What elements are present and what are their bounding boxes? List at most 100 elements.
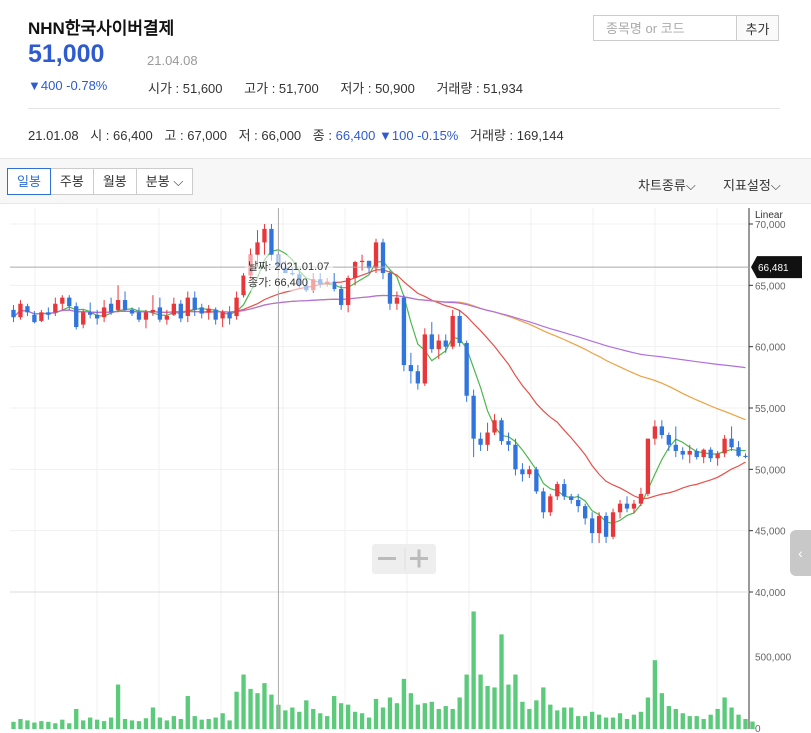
candle-body: [143, 312, 149, 320]
chart-type-menu[interactable]: 차트종류⌵: [638, 175, 696, 194]
candle-body: [583, 506, 588, 519]
volume-bar: [46, 721, 51, 729]
candle-body: [136, 312, 142, 320]
candle-body: [67, 297, 72, 307]
volume-bar: [290, 707, 295, 729]
volume-bar: [555, 710, 560, 729]
candle-body: [520, 469, 525, 475]
volume-bar: [213, 717, 218, 729]
volume-bar: [485, 686, 490, 729]
candle-body: [541, 491, 546, 513]
candle-body: [687, 450, 692, 455]
volume-bar: [436, 708, 441, 729]
current-price: 51,000: [28, 40, 105, 68]
candle-body: [25, 306, 30, 313]
price-chart[interactable]: Linear 40,000 45,000 50,000 55,000 60,000 65,0…: [0, 204, 811, 733]
candle-body: [164, 316, 170, 320]
tooltip-close: 종가: 66,400: [248, 276, 308, 289]
volume-bar: [736, 714, 741, 729]
candle-body: [241, 275, 246, 296]
candle-body: [88, 312, 93, 315]
volume-bar: [401, 678, 407, 729]
volume-bar: [408, 693, 414, 729]
volume-bar: [750, 721, 755, 729]
tab-monthly[interactable]: 월봉: [92, 168, 137, 195]
volume-bar: [380, 707, 386, 729]
chevron-down-icon: ⌵: [685, 178, 696, 193]
volume-bar: [603, 717, 609, 729]
candle-body: [680, 450, 685, 455]
price-axis: Linear 40,000 45,000 50,000 55,000 60,000 65,0…: [10, 208, 792, 733]
chevron-left-icon[interactable]: ‹: [790, 530, 811, 576]
volume-bar: [345, 704, 351, 729]
stock-search: 추가: [593, 15, 779, 41]
tab-daily[interactable]: 일봉: [7, 168, 51, 195]
candle-body: [332, 281, 337, 290]
high-price: 고가 : 51,700: [244, 81, 319, 96]
candle-body: [394, 297, 400, 304]
candle-body: [603, 515, 609, 537]
volume-bar: [94, 719, 100, 729]
add-button[interactable]: 추가: [736, 16, 778, 40]
price-tick-label: 50,000: [755, 465, 786, 476]
candle-body: [464, 342, 469, 396]
stock-title: NHN한국사이버결제: [28, 19, 175, 38]
volume-bar: [241, 674, 246, 729]
candle-body: [18, 303, 23, 318]
tab-minute-label: 분봉: [145, 174, 170, 189]
candle-body: [645, 438, 651, 494]
indicator-menu[interactable]: 지표설정⌵: [723, 175, 781, 194]
volume-bar: [192, 716, 197, 729]
volume-bar: [206, 718, 211, 729]
candle-body: [701, 449, 706, 458]
volume-bar: [708, 714, 713, 729]
candle-body: [443, 340, 448, 347]
volume-bar: [74, 708, 79, 729]
candle-body: [736, 447, 741, 456]
candle-body: [513, 444, 518, 470]
volume-bar: [325, 716, 330, 729]
zoom-controls: [372, 544, 436, 574]
search-input[interactable]: [594, 16, 736, 40]
tab-weekly[interactable]: 주봉: [49, 168, 94, 195]
volume-bar: [332, 696, 337, 729]
candle-body: [157, 307, 163, 320]
candle-body: [708, 449, 713, 459]
candle-body: [527, 469, 532, 475]
price-tick-label: 65,000: [755, 281, 786, 292]
volume-bar: [283, 710, 288, 729]
candle-body: [129, 309, 135, 314]
candlestick-series: [11, 224, 748, 543]
chevron-down-icon: ⌵: [770, 178, 781, 193]
candle-body: [74, 306, 79, 328]
volume-bar: [129, 720, 135, 729]
volume-bar: [666, 706, 671, 729]
tab-minute[interactable]: 분봉 ⌵: [135, 168, 194, 195]
volume-bar: [548, 704, 553, 729]
price-tick-label: 45,000: [755, 527, 786, 538]
volume-bar: [687, 716, 692, 729]
volume-bar: [464, 674, 469, 729]
volume-bar: [743, 718, 748, 729]
candle-body: [617, 503, 623, 513]
volume-bar: [506, 684, 511, 729]
volume-bar: [11, 721, 16, 729]
crosshair-price: 66,481: [758, 263, 789, 274]
volume-bar: [659, 693, 665, 729]
volume-bar: [164, 720, 170, 729]
hover-close-label: 종 :: [312, 128, 332, 143]
candle-body: [422, 334, 427, 384]
volume-tick-label: 500,000: [755, 652, 792, 663]
volume-bar: [534, 700, 539, 729]
volume-bar: [150, 707, 156, 729]
hover-low: 저 : 66,000: [238, 128, 302, 143]
price-change: ▼400 -0.78%: [28, 78, 108, 93]
volume-bar: [443, 706, 448, 729]
open-price: 시가 : 51,600: [148, 81, 223, 96]
volume-bar: [520, 701, 525, 729]
ma-line-5: [13, 249, 746, 524]
volume-bar: [394, 703, 400, 729]
candle-body: [457, 316, 462, 343]
volume-bar: [67, 723, 72, 729]
